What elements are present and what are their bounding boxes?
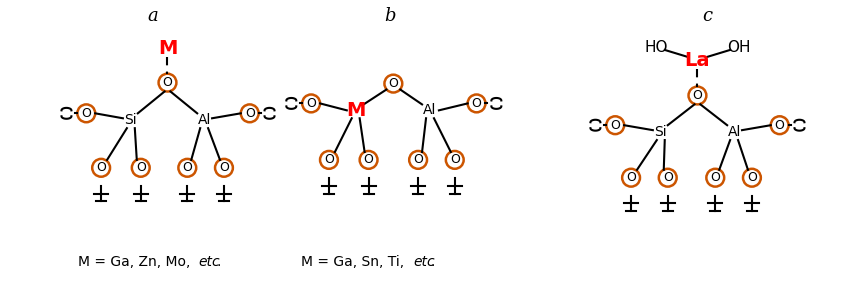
Text: O: O [662, 171, 673, 184]
Text: O: O [136, 161, 146, 174]
Text: O: O [306, 97, 316, 110]
Text: M = Ga, Sn, Ti,: M = Ga, Sn, Ti, [301, 255, 408, 269]
Text: O: O [610, 119, 620, 132]
Text: O: O [82, 107, 91, 120]
Text: OH: OH [728, 41, 751, 56]
Text: O: O [183, 161, 192, 174]
Text: b: b [384, 7, 396, 25]
Text: O: O [162, 76, 172, 89]
Text: O: O [324, 153, 334, 166]
Text: Al: Al [197, 113, 211, 127]
Text: O: O [245, 107, 255, 120]
Text: O: O [692, 89, 703, 102]
Text: O: O [450, 153, 460, 166]
Text: a: a [148, 7, 158, 25]
Text: etc: etc [414, 255, 435, 269]
Text: O: O [389, 77, 398, 90]
Text: M = Ga, Zn, Mo,: M = Ga, Zn, Mo, [78, 255, 195, 269]
Text: O: O [219, 161, 229, 174]
Text: c: c [703, 7, 712, 25]
Text: O: O [747, 171, 757, 184]
Text: O: O [710, 171, 720, 184]
Text: Si: Si [124, 113, 137, 127]
Text: M: M [158, 39, 178, 59]
Text: M: M [346, 101, 366, 120]
Text: O: O [414, 153, 423, 166]
Text: HO: HO [644, 41, 668, 56]
Text: O: O [626, 171, 636, 184]
Text: O: O [472, 97, 481, 110]
Text: Si: Si [655, 125, 668, 139]
Text: O: O [364, 153, 373, 166]
Text: O: O [775, 119, 784, 132]
Text: etc: etc [198, 255, 220, 269]
Text: Al: Al [728, 125, 740, 139]
Text: .: . [431, 255, 435, 269]
Text: La: La [685, 51, 710, 70]
Text: Al: Al [423, 103, 437, 117]
Text: O: O [96, 161, 106, 174]
Text: .: . [216, 255, 221, 269]
